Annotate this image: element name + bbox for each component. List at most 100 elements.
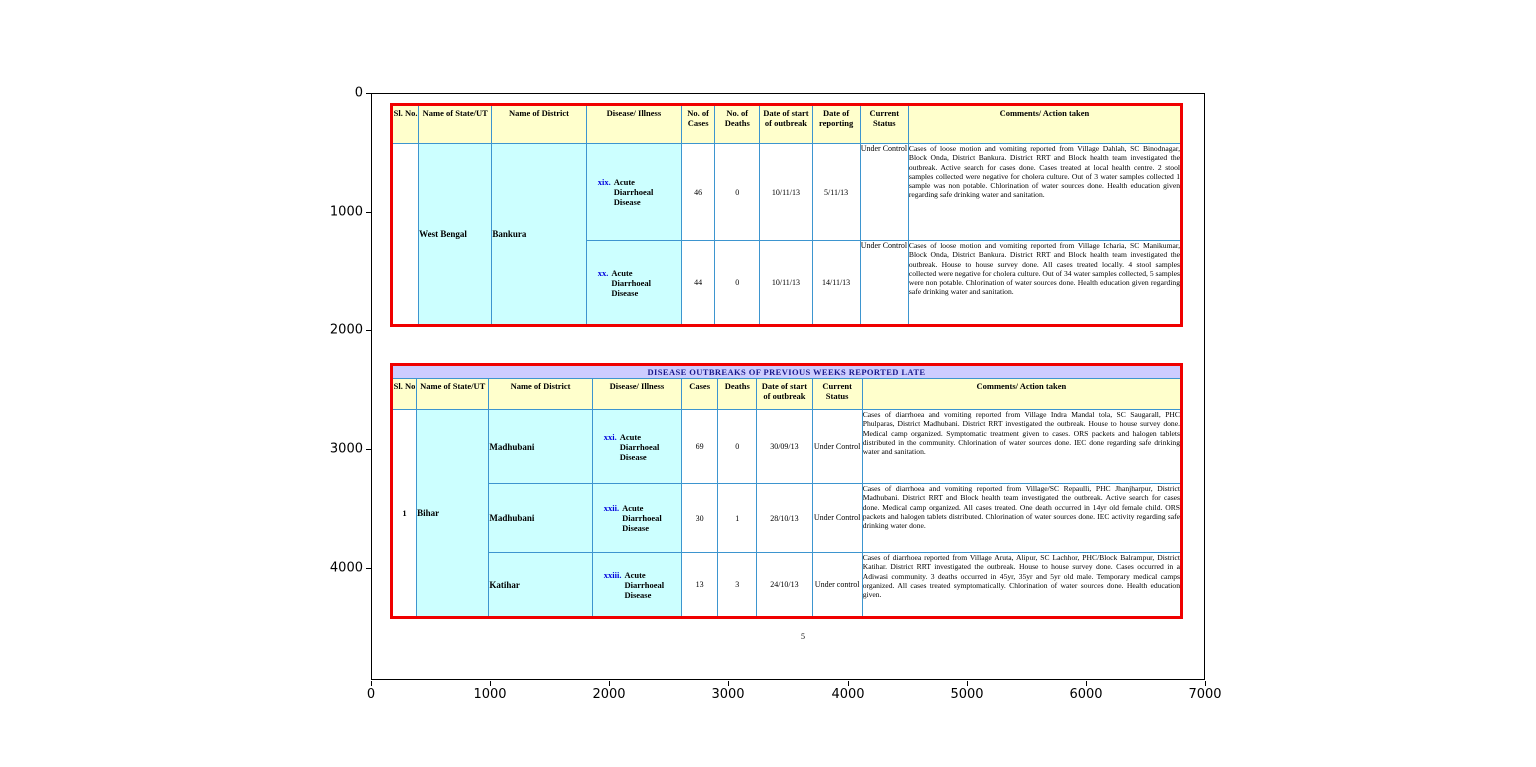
status-cell: Under Control — [811, 483, 863, 553]
status-cell: Under Control — [811, 409, 863, 484]
header-cell-sl-no: Sl. No — [390, 378, 418, 410]
disease-name: Acute Diarrhoeal Disease — [622, 503, 662, 533]
x-axis-tick — [728, 681, 729, 686]
deaths-cell: 3 — [717, 552, 758, 618]
header-cell-disease: Disease/ Illness — [585, 104, 683, 144]
x-axis-tick — [371, 681, 372, 686]
x-axis-tick-label: 1000 — [473, 687, 507, 702]
y-axis-tick-label: 2000 — [329, 322, 363, 338]
status-cell: Under control — [811, 552, 863, 618]
disease-cell: xxii. Acute Diarrhoeal Disease — [591, 483, 683, 553]
district-cell: Madhubani — [488, 483, 593, 553]
date-reporting-cell: 5/11/13 — [811, 143, 861, 241]
disease-cell: xxiii. Acute Diarrhoeal Disease — [591, 552, 683, 618]
page-number: 5 — [801, 632, 805, 641]
disease-numeral: xix. — [597, 177, 611, 187]
y-axis-tick — [366, 330, 371, 331]
district-cell: Bankura — [491, 143, 587, 326]
cases-cell: 13 — [681, 552, 719, 618]
cases-cell: 30 — [681, 483, 719, 553]
header-cell-status: Current Status — [811, 378, 863, 410]
header-cell-date-start: Date of start of outbreak — [759, 104, 813, 144]
x-axis-tick-label: 0 — [366, 687, 376, 702]
disease-name: Acute Diarrhoeal Disease — [613, 177, 654, 207]
disease-numeral: xxiii. — [603, 569, 622, 580]
status-cell: Under Control — [859, 240, 909, 326]
deaths-cell: 0 — [717, 409, 758, 484]
disease-cell: xx. Acute Diarrhoeal Disease — [585, 240, 683, 326]
outbreak-table-current-week: Sl. No. Name of State/UT Name of Distric… — [390, 103, 1183, 327]
x-axis-tick-label: 6000 — [1069, 687, 1103, 702]
disease-name: Acute Diarrhoeal Disease — [624, 569, 665, 600]
y-axis-tick — [366, 568, 371, 569]
header-cell-state: Name of State/UT — [418, 104, 493, 144]
x-axis-tick — [1086, 681, 1087, 686]
header-cell-deaths: Deaths — [717, 378, 758, 410]
x-axis-tick — [848, 681, 849, 686]
table-row: West Bengal Bankura xix. Acute Diarrhoea… — [390, 143, 1183, 326]
disease-numeral: xx. — [597, 267, 609, 278]
table-row: Katihar xxiii. Acute Diarrhoeal Disease … — [392, 552, 1183, 618]
cases-cell: 46 — [681, 143, 716, 241]
disease-name: Acute Diarrhoeal Disease — [611, 267, 651, 298]
cases-cell: 44 — [681, 240, 716, 326]
header-cell-comments: Comments/ Action taken — [861, 378, 1183, 410]
disease-numeral: xxii. — [603, 503, 620, 513]
header-cell-status: Current Status — [859, 104, 909, 144]
outbreak-table-reported-late: DISEASE OUTBREAKS OF PREVIOUS WEEKS REPO… — [390, 363, 1183, 619]
x-axis-tick — [490, 681, 491, 686]
table-row: Madhubani xxii. Acute Diarrhoeal Disease… — [392, 483, 1183, 553]
deaths-cell: 0 — [714, 240, 761, 326]
y-axis-tick-label: 0 — [354, 85, 363, 101]
deaths-cell: 0 — [714, 143, 761, 241]
status-cell: Under Control — [859, 143, 909, 241]
x-axis-tick-label: 2000 — [592, 687, 626, 702]
date-start-cell: 10/11/13 — [759, 143, 813, 241]
sl-no-cell — [390, 143, 420, 326]
deaths-cell: 1 — [717, 483, 758, 553]
date-start-cell: 28/10/13 — [756, 483, 813, 553]
disease-cell: xxi. Acute Diarrhoeal Disease — [591, 409, 683, 484]
comments-cell: Cases of loose motion and vomiting repor… — [907, 240, 1183, 326]
x-axis-tick-label: 7000 — [1188, 687, 1222, 702]
table-row: xx. Acute Diarrhoeal Disease 44 0 10/11/… — [392, 240, 1183, 326]
date-reporting-cell: 14/11/13 — [811, 240, 861, 326]
header-cell-comments: Comments/ Action taken — [907, 104, 1183, 144]
x-axis-tick-label: 5000 — [950, 687, 984, 702]
header-cell-date-reporting: Date of reporting — [811, 104, 861, 144]
comments-cell: Cases of diarrhoea reported from Village… — [861, 552, 1183, 618]
header-cell-district: Name of District — [488, 378, 593, 410]
cases-cell: 69 — [681, 409, 719, 484]
disease-cell: xix. Acute Diarrhoeal Disease — [585, 143, 683, 241]
header-cell-cases: Cases — [681, 378, 719, 410]
comments-cell: Cases of loose motion and vomiting repor… — [907, 143, 1183, 241]
x-axis-tick-label: 3000 — [711, 687, 745, 702]
header-cell-deaths: No. of Deaths — [714, 104, 761, 144]
x-axis-tick — [609, 681, 610, 686]
header-cell-state: Name of State/UT — [416, 378, 490, 410]
y-axis-tick-label: 4000 — [329, 560, 363, 576]
date-start-cell: 24/10/13 — [756, 552, 813, 618]
date-start-cell: 10/11/13 — [759, 240, 813, 326]
state-cell: Bihar — [416, 409, 490, 618]
table-banner: DISEASE OUTBREAKS OF PREVIOUS WEEKS REPO… — [391, 364, 1182, 379]
table-row: 1 Bihar Madhubani xxi. Acute Diarrhoeal … — [390, 409, 1183, 618]
y-axis-tick-label: 3000 — [329, 441, 363, 457]
header-cell-cases: No. of Cases — [681, 104, 716, 144]
sl-no-cell: 1 — [390, 409, 418, 618]
header-cell-date-start: Date of start of outbreak — [756, 378, 813, 410]
x-axis-tick-label: 4000 — [831, 687, 865, 702]
disease-numeral: xxi. — [603, 431, 617, 442]
x-axis-tick — [1205, 681, 1206, 686]
y-axis-tick — [366, 212, 371, 213]
comments-cell: Cases of diarrhoea and vomiting reported… — [861, 409, 1183, 484]
state-cell: West Bengal — [418, 143, 493, 326]
x-axis-tick — [967, 681, 968, 686]
header-cell-sl-no: Sl. No. — [390, 104, 420, 144]
y-axis-tick-label: 1000 — [329, 204, 363, 220]
header-cell-district: Name of District — [491, 104, 587, 144]
disease-name: Acute Diarrhoeal Disease — [619, 431, 660, 462]
date-start-cell: 30/09/13 — [756, 409, 813, 484]
district-cell: Katihar — [488, 552, 593, 618]
comments-cell: Cases of diarrhoea and vomiting reported… — [861, 483, 1183, 553]
